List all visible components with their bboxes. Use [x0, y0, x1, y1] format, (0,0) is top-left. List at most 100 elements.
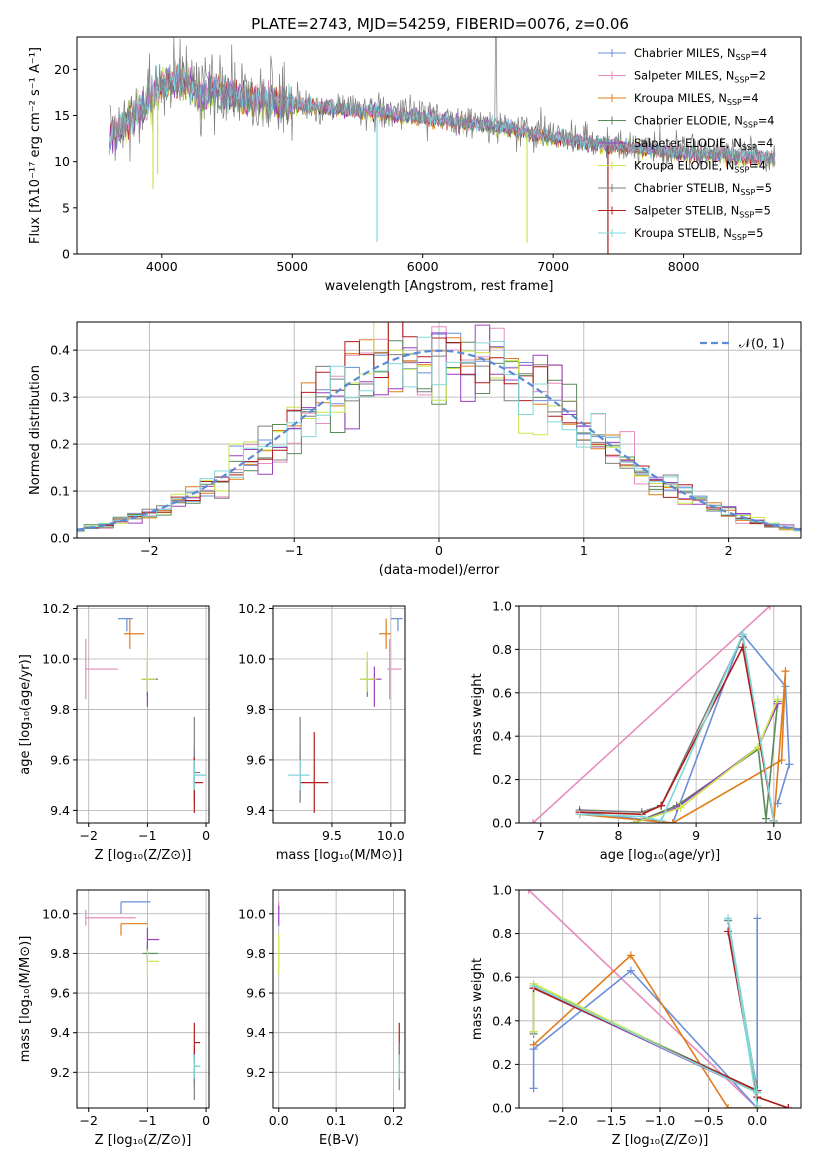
- weight-series-salpeter_miles: [528, 606, 774, 823]
- y-tick-label: 15: [54, 108, 70, 123]
- legend-label-sub: SSP: [743, 121, 758, 130]
- legend-label: Salpeter ELODIE, NSSP=4: [634, 137, 773, 152]
- weight-series-kroupa_stelib: [529, 914, 762, 1108]
- y-tick-label: 9.4: [50, 1025, 70, 1040]
- weight-marker: [773, 695, 782, 704]
- x-tick-label: 5000: [276, 259, 308, 274]
- chart-mass_vs_Z: −2 −1 0 9.2 9.4 9.6 9.8 10.0 Z [log₁₀(Z/Z⊙)] mass…: [18, 889, 210, 1148]
- legend-item: Kroupa ELODIE, NSSP=4: [598, 160, 766, 175]
- legend-label-suffix: =2: [749, 70, 766, 83]
- x-tick-label: −2: [140, 543, 158, 558]
- error-bar-point: [379, 618, 391, 649]
- x-axis-label: Z [log₁₀(Z/Z⊙)]: [612, 1133, 709, 1148]
- legend-label-main: Salpeter MILES, N: [634, 70, 734, 83]
- y-tick-label: 0.0: [492, 816, 512, 831]
- y-tick-label: 10.2: [238, 601, 266, 616]
- plot-area-mass_vs_Z: [85, 901, 201, 1101]
- legend-item: Salpeter ELODIE, NSSP=4: [598, 137, 773, 152]
- error-bar-point: [85, 638, 119, 700]
- legend-item: Chabrier STELIB, NSSP=5: [598, 182, 772, 197]
- x-tick-label: −1: [285, 543, 303, 558]
- x-tick-label: 0.1: [326, 1113, 346, 1128]
- x-tick-label: 6000: [407, 259, 439, 274]
- legend-item: Salpeter MILES, NSSP=2: [598, 70, 766, 85]
- y-axis-label: mass weight: [470, 958, 485, 1040]
- legend-label-main: Kroupa ELODIE, N: [634, 160, 734, 173]
- legend-label-sub: SSP: [740, 188, 755, 197]
- x-tick-label: 4000: [146, 259, 178, 274]
- y-tick-label: 9.8: [246, 702, 266, 717]
- legend-label-sub: SSP: [742, 143, 757, 152]
- y-tick-label: 0.8: [492, 642, 512, 657]
- y-tick-label: 0.0: [50, 531, 70, 546]
- weight-marker: [765, 606, 774, 610]
- legend-item: Kroupa MILES, NSSP=4: [598, 92, 759, 107]
- legend-label-sub: SSP: [735, 53, 750, 62]
- error-bar-point: [146, 949, 160, 974]
- chart-mass_vs_ebv: 0.0 0.1 0.2 9.2 9.4 9.6 9.8 10.0 E(B-V): [238, 889, 406, 1148]
- y-tick-label: 10.2: [42, 601, 70, 616]
- y-axis-label: Flux [fλ10⁻¹⁷ erg cm⁻² s⁻¹ A⁻¹]: [28, 47, 43, 244]
- weight-marker: [769, 816, 778, 823]
- legend-item: Chabrier MILES, NSSP=4: [598, 47, 767, 62]
- plot-area-weight_vs_age: [528, 606, 794, 823]
- x-tick-label: 0: [202, 1113, 210, 1128]
- weight-marker: [529, 981, 538, 990]
- x-tick-label: 7: [537, 828, 545, 843]
- spectrum-line-kroupa_stelib: [109, 60, 776, 166]
- weight-series-chabrier_miles: [529, 914, 762, 1108]
- y-tick-label: 9.8: [50, 702, 70, 717]
- chart-residuals: −2 −1 0 1 2 0.0 0.1 0.2 0.3 0.4 (data-model)/error…: [28, 321, 802, 578]
- legend-label-suffix: =4: [750, 47, 767, 60]
- weight-marker: [777, 756, 786, 765]
- y-tick-label: 1.0: [492, 883, 512, 898]
- x-axis-label: Z [log₁₀(Z/Z⊙)]: [95, 1133, 192, 1148]
- x-axis-label: age [log₁₀(age/yr)]: [600, 848, 721, 863]
- weight-marker: [657, 801, 666, 810]
- normal-reference-curve: [77, 349, 801, 531]
- axes-frame: [272, 605, 406, 824]
- legend-label: Kroupa ELODIE, NSSP=4: [634, 160, 766, 175]
- y-tick-label: 9.8: [246, 946, 266, 961]
- error-bar-point: [85, 909, 136, 926]
- x-tick-label: 0.2: [384, 1113, 404, 1128]
- x-tick-label: −1: [138, 1113, 156, 1128]
- y-tick-label: 0.4: [50, 343, 70, 358]
- y-tick-label: 0.2: [492, 772, 512, 787]
- legend-label-sub: SSP: [739, 211, 754, 220]
- weight-line: [533, 954, 789, 1108]
- y-tick-label: 0: [62, 247, 70, 262]
- y-tick-label: 0.6: [492, 970, 512, 985]
- legend-label: Chabrier ELODIE, NSSP=4: [634, 115, 774, 130]
- weight-line: [579, 644, 775, 821]
- weight-marker: [626, 966, 635, 975]
- legend-label: Kroupa STELIB, NSSP=5: [634, 227, 763, 242]
- error-bar-point: [390, 618, 403, 632]
- error-bar-point: [387, 638, 402, 700]
- weight-marker: [785, 760, 794, 769]
- y-tick-label: 10.0: [42, 906, 70, 921]
- y-tick-label: 0.2: [492, 1057, 512, 1072]
- error-bar-point: [193, 1022, 201, 1063]
- y-tick-label: 9.6: [50, 986, 70, 1001]
- error-bar-point: [288, 759, 310, 791]
- x-tick-label: 0: [435, 543, 443, 558]
- y-tick-label: 10.0: [42, 651, 70, 666]
- histogram-chabrier_miles: [77, 322, 801, 532]
- axes-frame: [76, 321, 802, 539]
- x-tick-label: 2: [725, 543, 733, 558]
- histogram-kroupa_elodie: [77, 322, 801, 533]
- chart-age_vs_Z: −2 −1 0 9.4 9.6 9.8 10.0 10.2 Z [log₁₀(Z/Z⊙)] age…: [18, 601, 210, 863]
- x-tick-label: 0: [202, 828, 210, 843]
- plot-area-mass_vs_ebv: [278, 901, 400, 1091]
- legend-label-suffix: =4: [758, 115, 775, 128]
- axes-frame: [518, 605, 802, 824]
- x-tick-label: −2.0: [548, 1113, 578, 1128]
- weight-marker: [781, 667, 790, 676]
- axes-frame: [76, 605, 210, 824]
- error-bar-point: [193, 759, 207, 791]
- chart-weight_vs_Z: −2.0 −1.5 −1.0 −0.5 0.0 0.0 0.2 0.4 0.6 0.8 1.0 Z […: [470, 883, 802, 1148]
- x-tick-label: −1.5: [596, 1113, 626, 1128]
- weight-marker: [676, 803, 685, 812]
- legend-label-suffix: =4: [749, 160, 766, 173]
